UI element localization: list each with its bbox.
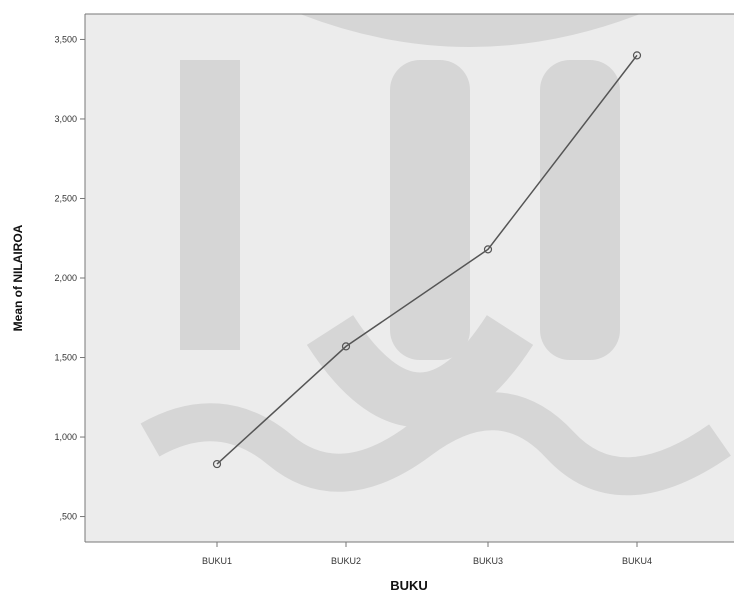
x-axis-ticks: BUKU1 BUKU2 BUKU3 BUKU4: [202, 542, 652, 566]
y-tick-label: 3,000: [54, 114, 77, 124]
watermark-u-shape: [306, 314, 534, 428]
y-tick-label: 2,000: [54, 273, 77, 283]
data-point-buku1: [212, 459, 222, 469]
x-tick-label: BUKU3: [473, 556, 503, 566]
watermark-calligraphy-band: [140, 392, 731, 496]
data-point-buku3: [483, 245, 493, 254]
x-tick-label: BUKU4: [622, 556, 652, 566]
watermark-left-pillar: [390, 60, 470, 360]
y-axis-title: Mean of NILAIROA: [11, 224, 25, 331]
y-tick-label: 1,000: [54, 432, 77, 442]
watermark-right-pillar: [540, 60, 620, 360]
y-tick-label: ,500: [59, 512, 77, 522]
series-layer: [212, 51, 642, 469]
x-axis-title: BUKU: [390, 578, 428, 593]
x-tick-label: BUKU2: [331, 556, 361, 566]
data-point-buku4: [632, 51, 642, 60]
y-tick-label: 3,500: [54, 34, 77, 44]
data-point-buku2: [341, 342, 351, 351]
watermark-vertical-text-block: [180, 60, 240, 350]
y-tick-label: 2,500: [54, 193, 77, 203]
y-axis-ticks: ,500 1,000 1,500 2,000 2,500 3,000 3,500: [54, 34, 85, 522]
series-line: [216, 54, 638, 465]
watermark-arch: [300, 14, 640, 47]
y-tick-label: 1,500: [54, 353, 77, 363]
university-watermark-logo: [140, 14, 731, 496]
x-tick-label: BUKU1: [202, 556, 232, 566]
